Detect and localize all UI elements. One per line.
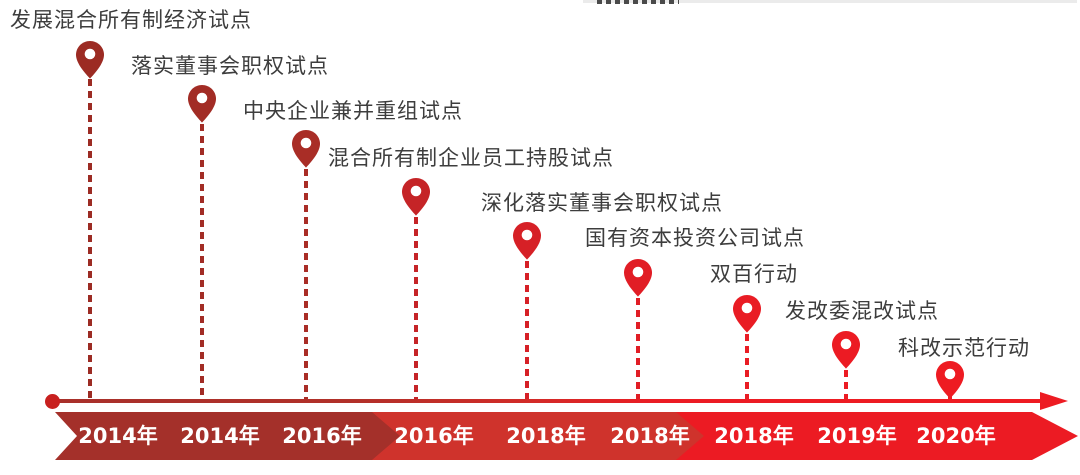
dashed-connector-line bbox=[636, 298, 640, 399]
timeline-axis-line bbox=[52, 399, 1044, 403]
dashed-connector-line bbox=[745, 334, 749, 399]
ribbon-segment-2016-2018 bbox=[358, 412, 704, 460]
year-label: 2016年 bbox=[282, 424, 362, 448]
dashed-connector-line bbox=[525, 261, 529, 399]
axis-arrowhead-icon bbox=[1040, 392, 1068, 410]
year-label: 2019年 bbox=[817, 424, 897, 448]
axis-start-dot bbox=[45, 394, 60, 409]
milestone-label: 双百行动 bbox=[710, 262, 798, 286]
map-pin-icon bbox=[935, 360, 965, 400]
map-pin-icon bbox=[187, 84, 217, 124]
milestone-label: 科改示范行动 bbox=[898, 336, 1030, 360]
map-pin-icon bbox=[512, 221, 542, 261]
year-label: 2016年 bbox=[394, 424, 474, 448]
ribbon-segment-2014-2016 bbox=[55, 412, 400, 460]
map-pin-icon bbox=[75, 40, 105, 80]
map-pin-icon bbox=[401, 177, 431, 217]
year-label: 2018年 bbox=[506, 424, 586, 448]
year-label: 2018年 bbox=[610, 424, 690, 448]
dashed-connector-line bbox=[948, 396, 952, 399]
dashed-connector-line bbox=[88, 79, 92, 399]
dashed-connector-line bbox=[414, 217, 418, 399]
milestone-label: 发改委混改试点 bbox=[785, 299, 939, 323]
milestone-label: 中央企业兼并重组试点 bbox=[243, 99, 463, 123]
map-pin-icon bbox=[623, 258, 653, 298]
ribbon-segment-2018-2020 bbox=[660, 412, 1078, 460]
map-pin-icon bbox=[732, 294, 762, 334]
cropped-element-edge bbox=[583, 0, 1077, 3]
milestone-label: 落实董事会职权试点 bbox=[131, 54, 329, 78]
year-label: 2020年 bbox=[916, 424, 996, 448]
map-pin-icon bbox=[291, 129, 321, 169]
milestone-label: 国有资本投资公司试点 bbox=[585, 226, 805, 250]
cropped-text-fragment bbox=[597, 0, 679, 4]
year-label: 2018年 bbox=[714, 424, 794, 448]
dashed-connector-line bbox=[844, 370, 848, 399]
year-label: 2014年 bbox=[78, 424, 158, 448]
milestone-label: 发展混合所有制经济试点 bbox=[10, 8, 252, 32]
milestone-label: 深化落实董事会职权试点 bbox=[481, 191, 723, 215]
dashed-connector-line bbox=[304, 169, 308, 399]
map-pin-icon bbox=[831, 330, 861, 370]
year-label: 2014年 bbox=[180, 424, 260, 448]
milestone-label: 混合所有制企业员工持股试点 bbox=[328, 146, 614, 170]
dashed-connector-line bbox=[200, 124, 204, 399]
